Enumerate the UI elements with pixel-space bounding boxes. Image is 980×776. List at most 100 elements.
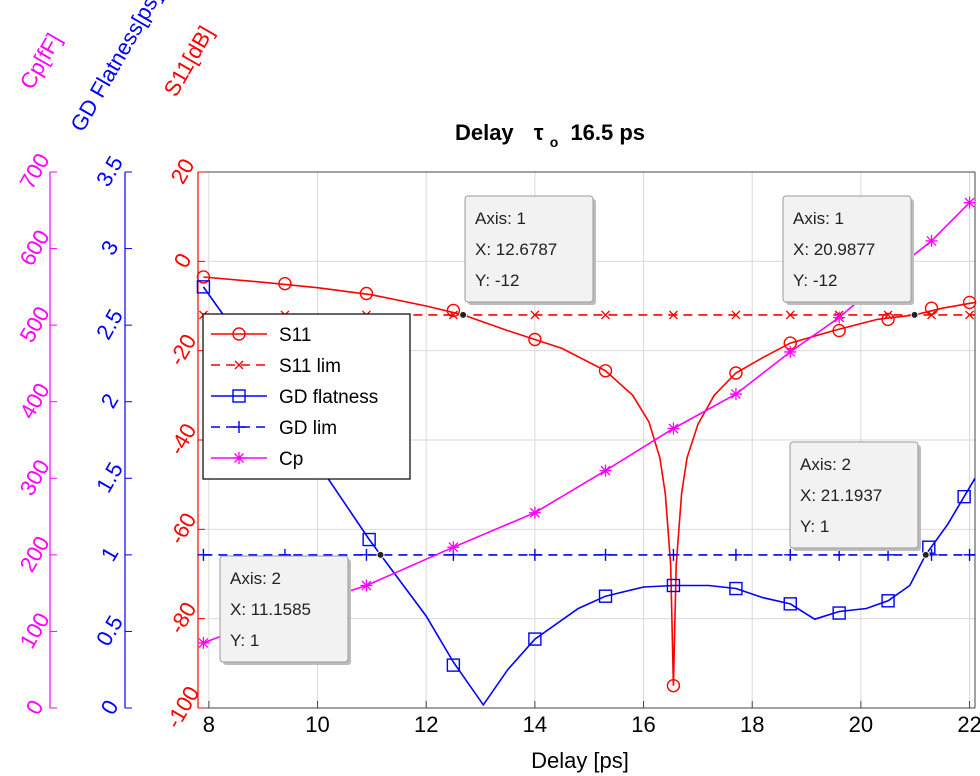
datatip: Axis: 2 X: 11.1585 Y: 1 xyxy=(219,550,385,665)
s11-tick-label: -60 xyxy=(164,508,202,548)
x-tick-label: 22 xyxy=(957,712,980,737)
gd-tick-label: 3.5 xyxy=(91,152,128,191)
data-point xyxy=(667,548,680,561)
data-point xyxy=(598,364,613,378)
gd-tick-label: 0.5 xyxy=(91,611,128,650)
title-prefix: Delay xyxy=(455,120,514,145)
s11-axis-title: S11[dB] xyxy=(159,22,219,101)
cp-tick-label: 100 xyxy=(15,608,55,652)
datatip-point xyxy=(910,310,919,319)
datatip-line: Y: 1 xyxy=(800,517,829,536)
datatip-line: Y: -12 xyxy=(475,271,519,290)
datatip-line: X: 20.9877 xyxy=(793,240,875,259)
data-point xyxy=(927,310,937,320)
s11-tick-label: -80 xyxy=(164,598,202,638)
data-point xyxy=(528,632,542,646)
data-point xyxy=(881,594,895,608)
gd-tick-label: 2.5 xyxy=(91,305,128,344)
chart-title: Delay τ o 16.5 ps xyxy=(455,120,645,152)
gd-tick-label: 3 xyxy=(96,236,124,259)
data-point xyxy=(359,286,374,301)
data-point xyxy=(833,311,846,324)
data-point xyxy=(598,589,613,603)
datatip-box xyxy=(219,555,349,663)
datatip: Axis: 1 X: 12.6787 Y: -12 xyxy=(459,195,596,319)
data-point xyxy=(448,310,458,320)
data-point xyxy=(729,581,743,596)
data-point xyxy=(963,196,976,209)
gd-tick-label: 2 xyxy=(96,389,124,412)
data-point xyxy=(601,310,611,320)
legend: S11 S11 lim GD flatness GD lim Cp xyxy=(202,313,411,480)
legend-label: GD flatness xyxy=(279,387,378,408)
datatip-point xyxy=(376,550,385,559)
legend-swatch-marker xyxy=(233,421,245,433)
cp-tick-label: 600 xyxy=(15,226,55,270)
datatip-box xyxy=(789,441,919,549)
cp-tick-label: 200 xyxy=(15,532,55,576)
data-point xyxy=(447,541,460,554)
x-tick-label: 8 xyxy=(203,712,215,737)
datatip-box xyxy=(782,195,912,303)
data-point xyxy=(667,422,680,435)
series-gd-flatness xyxy=(196,280,976,707)
data-point xyxy=(965,310,975,320)
s11-tick-label: 20 xyxy=(166,154,200,188)
datatip-line: Y: 1 xyxy=(230,631,259,650)
cp-tick-label: 400 xyxy=(15,379,55,423)
datatip-line: X: 21.1937 xyxy=(800,486,882,505)
data-point xyxy=(883,310,893,320)
data-point xyxy=(784,548,797,561)
data-point xyxy=(957,489,971,504)
data-point xyxy=(783,597,797,611)
cp-tick-label: 500 xyxy=(15,302,55,346)
data-point xyxy=(784,345,797,358)
data-point xyxy=(962,295,977,310)
s11-tick-label: -40 xyxy=(164,419,202,459)
title-subscript: o xyxy=(550,134,559,150)
datatip-line: Axis: 2 xyxy=(230,569,281,588)
cp-tick-label: 300 xyxy=(15,455,55,499)
data-point xyxy=(446,303,461,318)
x-tick-label: 14 xyxy=(523,712,547,737)
data-point xyxy=(197,548,210,561)
data-point xyxy=(729,548,742,561)
data-point xyxy=(362,532,376,547)
s11-tick-label: -20 xyxy=(164,330,202,370)
legend-swatch-marker xyxy=(232,327,246,341)
datatip-line: Axis: 1 xyxy=(793,209,844,228)
x-tick-label: 18 xyxy=(740,712,764,737)
legend-swatch-marker xyxy=(232,389,246,403)
gd-tick-label: 1 xyxy=(96,542,124,565)
data-point xyxy=(666,578,681,593)
data-point xyxy=(278,276,292,291)
datatip-point xyxy=(459,310,468,319)
datatip-point xyxy=(921,550,930,559)
data-point xyxy=(196,280,211,294)
data-point xyxy=(729,366,743,380)
gd-tick-label: 1.5 xyxy=(91,458,128,497)
title-value: 16.5 ps xyxy=(570,120,645,145)
data-point xyxy=(446,658,461,672)
datatip-line: Y: -12 xyxy=(793,271,837,290)
data-point xyxy=(360,548,373,561)
gd-tick-label: 0 xyxy=(96,696,124,719)
datatip: Axis: 1 X: 20.9877 Y: -12 xyxy=(782,195,919,319)
x-tick-label: 16 xyxy=(631,712,655,737)
gd-axis-title: GD Flatness[ps] xyxy=(65,0,166,136)
data-point xyxy=(832,606,846,620)
s11-tick-label: 0 xyxy=(169,249,197,272)
data-point xyxy=(881,312,895,327)
legend-label: GD lim xyxy=(279,418,337,439)
legend-entry: S11 xyxy=(211,325,311,346)
legend-swatch-marker xyxy=(233,452,245,464)
datatips: Axis: 1 X: 12.6787 Y: -12 Axis: 1 X: 20.9877… xyxy=(219,195,930,665)
legend-entry: GD lim xyxy=(211,418,337,439)
data-point xyxy=(599,548,612,561)
x-tick-label: 10 xyxy=(305,712,329,737)
x-tick-label: 12 xyxy=(414,712,438,737)
data-point xyxy=(528,332,542,347)
cp-tick-label: 700 xyxy=(15,149,55,193)
data-point xyxy=(925,234,938,247)
data-point xyxy=(196,270,211,284)
